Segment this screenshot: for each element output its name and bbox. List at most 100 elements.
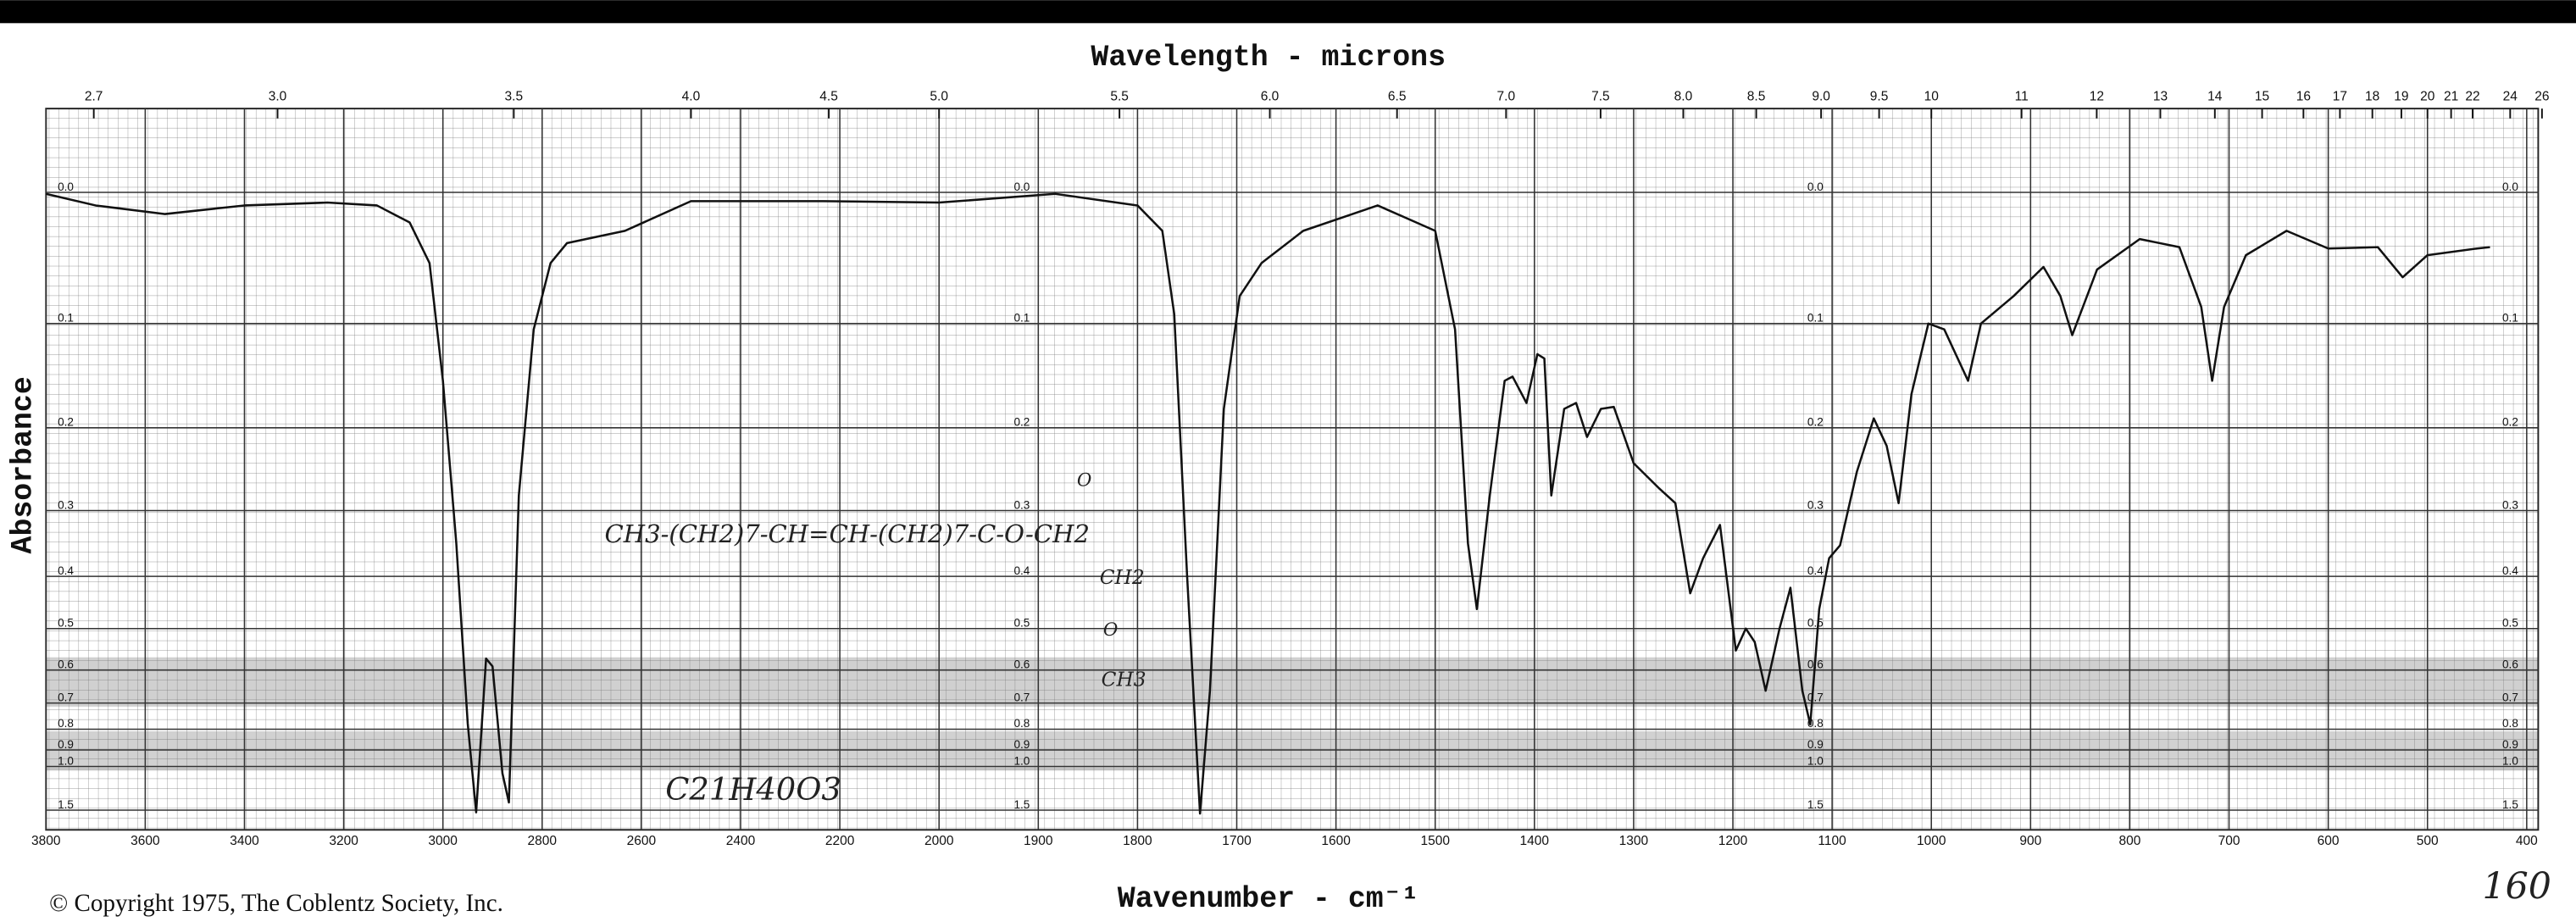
copyright: © Copyright 1975, The Coblentz Society, … — [49, 890, 503, 917]
x-tick-label: 900 — [2019, 834, 2041, 848]
x-tick-label: 1700 — [1222, 834, 1252, 848]
x2-tick-label: 5.5 — [1110, 90, 1129, 104]
y-tick-label: 0.6 — [58, 658, 74, 670]
scan-top-band — [0, 0, 2576, 24]
y-tick-label: 0.5 — [2502, 617, 2518, 630]
x-tick-label: 1800 — [1123, 834, 1152, 848]
x-tick-label: 1400 — [1520, 834, 1550, 848]
x2-tick-label: 3.0 — [269, 90, 287, 104]
x-tick-label: 3800 — [31, 834, 61, 848]
x-tick-label: 1000 — [1917, 834, 1946, 848]
y-tick-label: 0.9 — [1807, 738, 1824, 751]
annotation: O — [1103, 619, 1118, 641]
x2-tick-label: 7.0 — [1497, 90, 1516, 104]
y-tick-label: 0.9 — [1013, 738, 1030, 751]
x2-tick-label: 22 — [2465, 90, 2479, 104]
x2-tick-label: 10 — [1924, 90, 1940, 104]
x2-tick-label: 14 — [2207, 90, 2223, 104]
y-tick-label: 0.3 — [58, 498, 74, 511]
x-tick-label: 700 — [2218, 834, 2240, 848]
y-tick-label: 0.5 — [1807, 617, 1824, 630]
x2-tick-label: 18 — [2365, 90, 2379, 104]
x-axis-title: Wavenumber - cm⁻¹ — [1118, 883, 1419, 916]
y-tick-label: 1.5 — [58, 798, 74, 811]
y-tick-label: 0.6 — [2502, 658, 2518, 670]
shade-band — [46, 730, 2539, 771]
x2-tick-label: 24 — [2503, 90, 2518, 104]
y-tick-label: 1.5 — [1807, 798, 1824, 811]
y-tick-label: 0.2 — [1807, 416, 1824, 429]
annotation: CH2 — [1100, 566, 1145, 589]
x-tick-label: 1100 — [1818, 834, 1846, 848]
x-tick-label: 1900 — [1024, 834, 1053, 848]
x2-tick-label: 5.0 — [930, 90, 948, 104]
y-tick-label: 0.1 — [1807, 312, 1824, 325]
y-tick-label: 0.5 — [58, 617, 74, 630]
x-tick-label: 3600 — [130, 834, 160, 848]
y-tick-label: 1.0 — [58, 754, 74, 767]
x2-tick-label: 20 — [2420, 90, 2435, 104]
y-tick-label: 0.3 — [1807, 498, 1824, 511]
x2-tick-label: 26 — [2534, 90, 2549, 104]
y-tick-label: 0.4 — [2502, 564, 2518, 577]
y-tick-label: 0.4 — [1013, 564, 1030, 577]
y-tick-label: 0.5 — [1013, 617, 1030, 630]
y-tick-label: 0.1 — [1013, 312, 1030, 325]
y-tick-label: 0.7 — [58, 691, 74, 703]
x2-tick-label: 9.5 — [1870, 90, 1889, 104]
x-tick-label: 3000 — [428, 834, 458, 848]
x2-tick-label: 13 — [2153, 90, 2168, 104]
y-tick-label: 0.0 — [2502, 181, 2518, 193]
x-tick-label: 1600 — [1321, 834, 1351, 848]
x-tick-label: 2600 — [627, 834, 657, 848]
x2-tick-label: 17 — [2333, 90, 2347, 104]
shade-band — [46, 657, 2539, 707]
y-tick-label: 0.0 — [58, 181, 74, 193]
x-tick-label: 500 — [2417, 834, 2439, 848]
y-tick-label: 0.2 — [58, 416, 74, 429]
y-tick-label: 1.5 — [1013, 798, 1030, 811]
y-tick-label: 0.3 — [1013, 498, 1030, 511]
x-tick-label: 3200 — [329, 834, 358, 848]
x-tick-label: 400 — [2516, 834, 2538, 848]
x2-tick-label: 2.7 — [85, 90, 103, 104]
x2-tick-label: 3.5 — [505, 90, 524, 104]
y-tick-label: 0.0 — [1013, 181, 1030, 193]
annotation: O — [1077, 470, 1091, 492]
x2-tick-label: 8.0 — [1674, 90, 1693, 104]
x-tick-label: 800 — [2118, 834, 2140, 848]
y-tick-label: 1.0 — [1807, 754, 1824, 767]
x-tick-label: 1500 — [1420, 834, 1450, 848]
annotation: CH3-(CH2)7-CH=CH-(CH2)7-C-O-CH2 — [604, 519, 1090, 548]
x-tick-label: 2800 — [528, 834, 558, 848]
y-tick-label: 1.0 — [1013, 754, 1030, 767]
x-tick-label: 2200 — [825, 834, 855, 848]
y-tick-label: 0.4 — [1807, 564, 1824, 577]
x-tick-label: 600 — [2318, 834, 2340, 848]
y-tick-label: 0.0 — [1807, 181, 1824, 193]
y-tick-label: 0.8 — [2502, 717, 2518, 730]
x2-tick-label: 9.0 — [1812, 90, 1830, 104]
x2-tick-label: 6.0 — [1261, 90, 1280, 104]
x2-tick-label: 19 — [2394, 90, 2408, 104]
y-tick-label: 0.7 — [1013, 691, 1030, 703]
y-tick-label: 0.3 — [2502, 498, 2518, 511]
x-tick-label: 1300 — [1619, 834, 1649, 848]
y-tick-label: 0.9 — [58, 738, 74, 751]
x2-tick-label: 11 — [2015, 90, 2029, 104]
x2-tick-label: 12 — [2090, 90, 2104, 104]
x2-tick-label: 15 — [2255, 90, 2269, 104]
y-tick-label: 0.4 — [58, 564, 74, 577]
y-tick-label: 0.6 — [1013, 658, 1030, 670]
x2-tick-label: 6.5 — [1388, 90, 1407, 104]
y-tick-label: 0.7 — [1807, 691, 1824, 703]
x-tick-label: 1200 — [1718, 834, 1748, 848]
y-tick-label: 0.9 — [2502, 738, 2518, 751]
x2-tick-label: 7.5 — [1591, 90, 1610, 104]
y-tick-label: 1.0 — [2502, 754, 2518, 767]
y-tick-label: 0.2 — [2502, 416, 2518, 429]
spectrum-line — [45, 192, 2490, 815]
